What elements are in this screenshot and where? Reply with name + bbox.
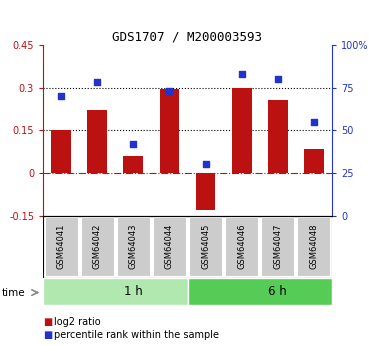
Text: GSM64048: GSM64048 xyxy=(309,224,318,269)
Bar xyxy=(51,130,71,173)
Point xyxy=(130,141,136,147)
Bar xyxy=(123,156,143,173)
Point xyxy=(202,161,208,167)
Text: GSM64044: GSM64044 xyxy=(165,224,174,269)
FancyBboxPatch shape xyxy=(81,217,114,276)
FancyBboxPatch shape xyxy=(297,217,330,276)
FancyBboxPatch shape xyxy=(261,217,294,276)
Text: GSM64045: GSM64045 xyxy=(201,224,210,269)
Bar xyxy=(196,173,216,210)
Text: log2 ratio: log2 ratio xyxy=(54,317,101,326)
FancyBboxPatch shape xyxy=(188,278,332,305)
Point xyxy=(166,88,172,94)
Text: 1 h: 1 h xyxy=(124,285,143,298)
Bar xyxy=(232,88,252,173)
Title: GDS1707 / M200003593: GDS1707 / M200003593 xyxy=(112,31,262,44)
Point xyxy=(275,76,281,82)
Bar xyxy=(268,100,288,173)
FancyBboxPatch shape xyxy=(225,217,258,276)
Bar xyxy=(159,89,179,173)
Text: GSM64041: GSM64041 xyxy=(57,224,66,269)
Text: time: time xyxy=(2,288,26,297)
Point xyxy=(311,119,317,125)
FancyBboxPatch shape xyxy=(153,217,186,276)
Text: ■: ■ xyxy=(43,330,52,339)
Text: GSM64046: GSM64046 xyxy=(237,224,246,269)
Text: percentile rank within the sample: percentile rank within the sample xyxy=(54,330,219,339)
FancyBboxPatch shape xyxy=(45,217,78,276)
Text: GSM64042: GSM64042 xyxy=(93,224,102,269)
Text: ■: ■ xyxy=(43,317,52,326)
FancyBboxPatch shape xyxy=(189,217,222,276)
Point xyxy=(238,71,244,77)
Text: GSM64043: GSM64043 xyxy=(129,224,138,269)
Point xyxy=(58,93,64,99)
Bar xyxy=(87,110,107,173)
Text: 6 h: 6 h xyxy=(268,285,287,298)
Text: GSM64047: GSM64047 xyxy=(273,224,282,269)
FancyBboxPatch shape xyxy=(117,217,150,276)
Bar xyxy=(304,149,324,173)
FancyBboxPatch shape xyxy=(43,278,188,305)
Point xyxy=(94,80,100,85)
